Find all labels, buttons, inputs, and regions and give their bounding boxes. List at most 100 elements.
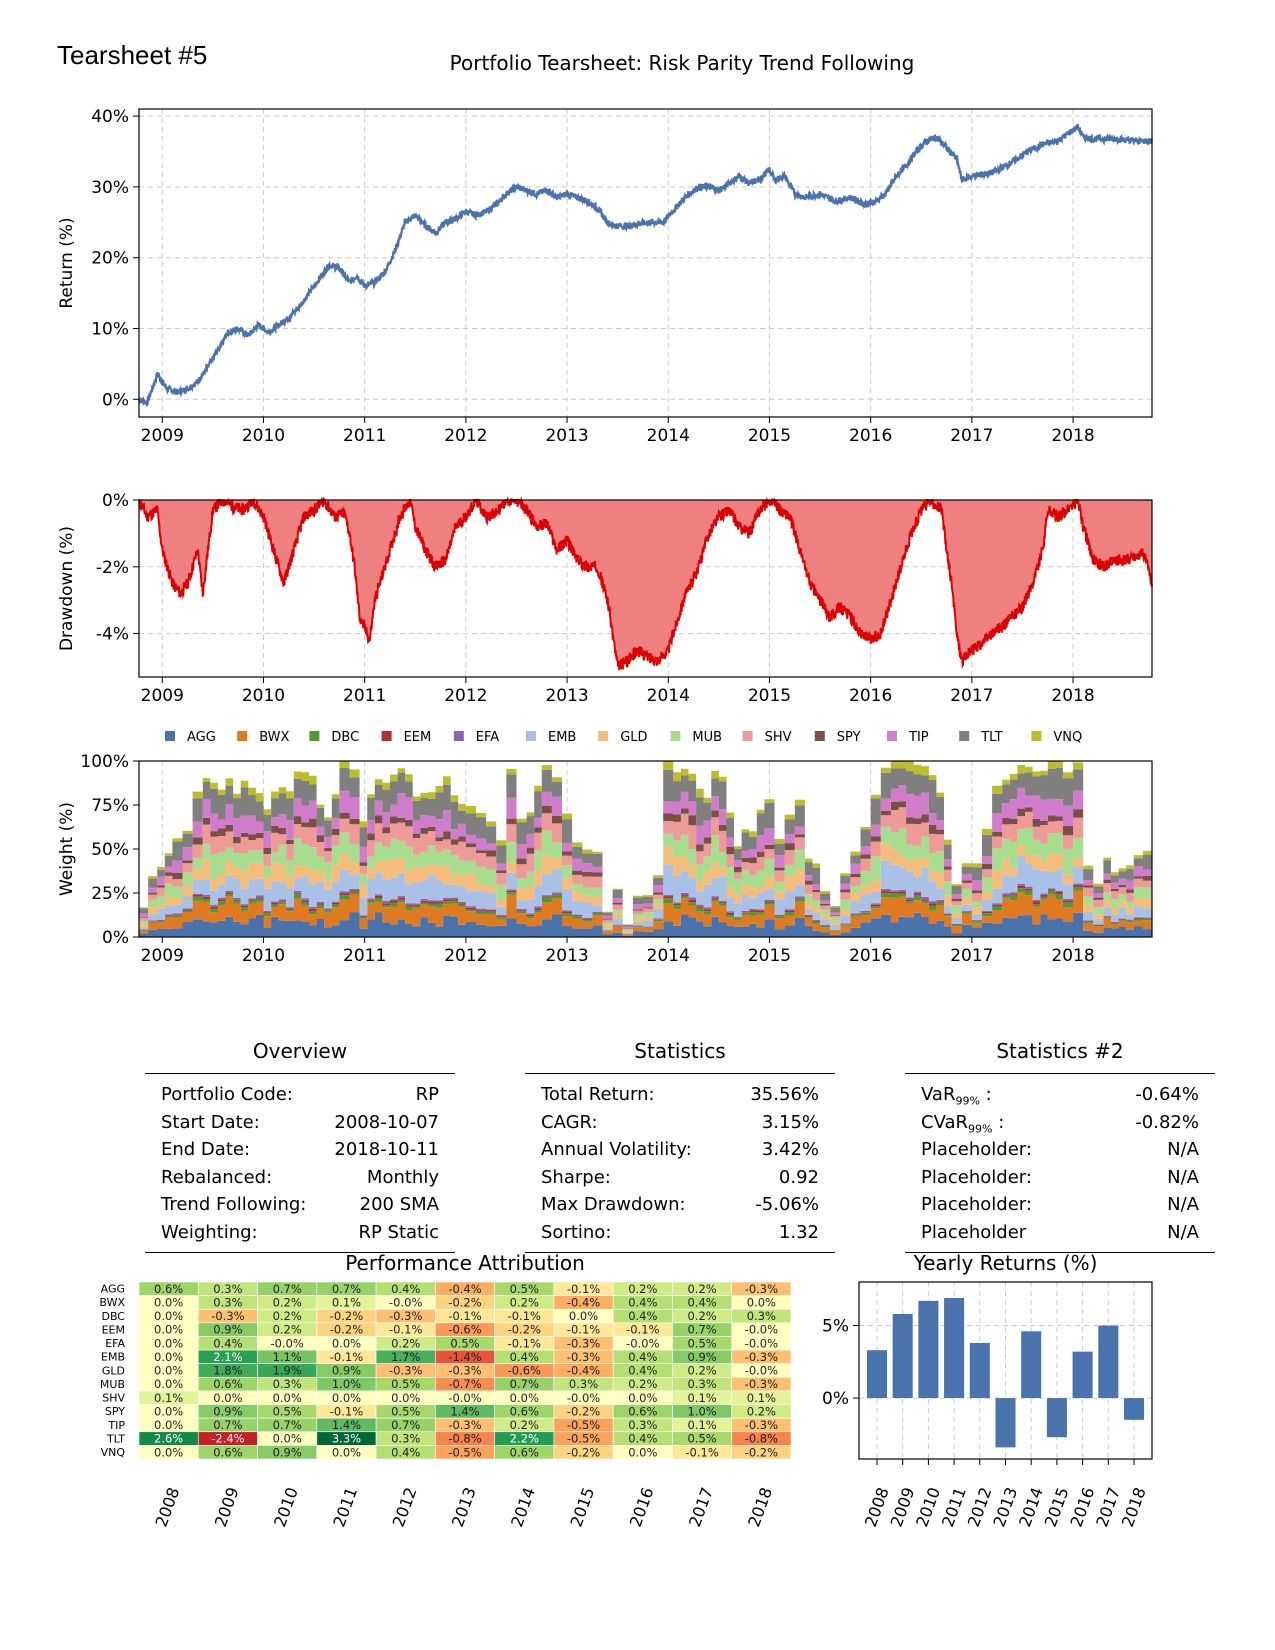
heatmap-row-label: SPY — [105, 1405, 125, 1418]
drawdown-chart: 2009 2010 2011 2012 2013 2014 2015 2016 2017 2018… — [57, 491, 1153, 706]
heatmap-cell-value: -0.3% — [389, 1309, 422, 1323]
heatmap-cell-value: 0.1% — [747, 1391, 776, 1405]
heatmap-cell-value: 0.2% — [687, 1309, 716, 1323]
heatmap-cell-value: 0.2% — [628, 1282, 657, 1296]
yearly-return-bar — [892, 1313, 913, 1399]
legend-label: SHV — [765, 730, 792, 745]
heatmap-cell-value: -0.0% — [389, 1296, 422, 1310]
overview-row-value: 200 SMA — [359, 1194, 439, 1215]
statistics2-rows: VaR99% : -0.64% CVaR99% : -0.82% Placeholder… — [905, 1073, 1215, 1253]
y-tick-label: 20% — [91, 249, 129, 269]
heatmap-cell-value: -0.3% — [567, 1350, 600, 1364]
statistics2-row: Placeholder N/A — [921, 1219, 1199, 1247]
heatmap-cell-value: -0.2% — [330, 1323, 363, 1337]
statistics-row-value: 3.15% — [761, 1111, 819, 1133]
statistics2-row-label: Placeholder: — [921, 1139, 1032, 1160]
main-title: Portfolio Tearsheet: Risk Parity Trend F… — [450, 51, 915, 75]
weight-area-gld — [139, 843, 1152, 933]
overview-row: Weighting: RP Static — [161, 1219, 439, 1247]
heatmap-cell-value: -0.0% — [567, 1391, 600, 1405]
weights-chart: 2009 2010 2011 2012 2013 2014 2015 2016 2017 2018… — [57, 730, 1153, 966]
heatmap-row-label: BWX — [99, 1296, 125, 1309]
overview-row: Start Date: 2008-10-07 — [161, 1109, 439, 1137]
statistics2-row-value: -0.64% — [1135, 1084, 1199, 1105]
heatmap-cell-value: -0.4% — [567, 1364, 600, 1378]
y-tick-label: 100% — [80, 752, 129, 772]
heatmap-cell-value: 1.0% — [332, 1377, 361, 1391]
heatmap-cell-value: 1.1% — [273, 1350, 302, 1364]
y-tick-label: 5% — [822, 1317, 849, 1337]
heatmap-cell-value: 0.7% — [687, 1323, 716, 1337]
legend-swatch — [381, 731, 392, 741]
yearly-return-bar — [866, 1350, 888, 1399]
x-tick-label: 2013 — [545, 686, 588, 706]
statistics-row-label: Annual Volatility: — [541, 1139, 692, 1160]
legend-label: DBC — [331, 730, 359, 745]
heatmap-cell-value: -0.1% — [389, 1323, 422, 1337]
weight-area-agg — [139, 912, 1152, 937]
heatmap-cell-value: 0.2% — [510, 1418, 539, 1432]
heatmap-cell-value: -0.0% — [270, 1336, 303, 1350]
heatmap-cell-value: 0.0% — [213, 1391, 242, 1405]
y-tick-label: 0% — [102, 390, 129, 410]
heatmap-cell-value: 0.6% — [213, 1445, 242, 1459]
heatmap-cell-value: 0.5% — [391, 1404, 420, 1418]
heatmap-cell-value: 0.3% — [687, 1377, 716, 1391]
overview-row: Rebalanced: Monthly — [161, 1164, 439, 1192]
yearly-return-bar — [918, 1300, 939, 1399]
heatmap-cell-value: 2.6% — [154, 1432, 183, 1446]
heatmap-cell-value: 0.3% — [391, 1432, 420, 1446]
yearly-return-bar — [995, 1398, 1016, 1448]
overview-row-value: RP — [415, 1084, 439, 1105]
heatmap-cell-value: 0.3% — [213, 1282, 242, 1296]
heatmap-cell-value: 0.6% — [510, 1404, 539, 1418]
heatmap-cell-value: 0.2% — [687, 1364, 716, 1378]
statistics2-row-label: Placeholder: — [921, 1166, 1032, 1188]
statistics-row-label: CAGR: — [541, 1111, 598, 1133]
x-tick-label: 2012 — [444, 426, 487, 446]
heatmap-cell-value: -0.4% — [567, 1296, 600, 1310]
heatmap-cell-value: 0.4% — [628, 1350, 657, 1364]
bar-chart-title: Yearly Returns (%) — [913, 1251, 1098, 1275]
yearly-return-bar — [969, 1342, 990, 1399]
statistics2-row-label: VaR99% : — [921, 1084, 992, 1108]
y-tick-label: 75% — [91, 796, 129, 816]
heatmap-cell-value: -0.8% — [745, 1432, 778, 1446]
legend-label: SPY — [837, 730, 861, 745]
statistics-row-label: Sortino: — [541, 1221, 612, 1243]
overview-row-value: 2018-10-11 — [334, 1139, 439, 1160]
y-tick-label: 0% — [822, 1389, 849, 1409]
heatmap-cell-value: 0.0% — [154, 1350, 183, 1364]
heatmap-cell-value: 2.2% — [510, 1432, 539, 1446]
heatmap-title: Performance Attribution — [345, 1251, 585, 1275]
x-tick-label: 2016 — [849, 426, 892, 446]
statistics2-table: Statistics #2 VaR99% : -0.64% CVaR99% : -0.… — [905, 1039, 1215, 1264]
legend-label: MUB — [692, 730, 722, 745]
heatmap-cell-value: 0.4% — [628, 1296, 657, 1310]
y-tick-label: 25% — [91, 884, 129, 904]
statistics-row: CAGR: 3.15% — [541, 1109, 819, 1137]
heatmap-column-label: 2010 — [270, 1485, 302, 1530]
heatmap-cell-value: 0.2% — [687, 1282, 716, 1296]
weight-area-emb — [139, 855, 1152, 934]
heatmap-cell-value: 0.0% — [154, 1404, 183, 1418]
heatmap-cell-value: 0.0% — [747, 1296, 776, 1310]
heatmap-cell-value: 0.1% — [154, 1391, 183, 1405]
returns-chart: 2009 2010 2011 2012 2013 2014 2015 2016 2017 2018… — [57, 107, 1154, 446]
heatmap-cell-value: 0.4% — [391, 1445, 420, 1459]
heatmap-cell-value: 0.0% — [154, 1336, 183, 1350]
heatmap-cell-value: -0.6% — [508, 1364, 541, 1378]
heatmap-cell-value: 2.1% — [213, 1350, 242, 1364]
overview-row-label: Weighting: — [161, 1221, 258, 1243]
heatmap-cell-value: -0.3% — [745, 1282, 778, 1296]
heatmap-cell-value: 0.0% — [332, 1336, 361, 1350]
corner-title: Tearsheet #5 — [57, 40, 208, 70]
statistics-row-value: -5.06% — [755, 1194, 819, 1215]
heatmap-cell-value: 0.2% — [628, 1377, 657, 1391]
heatmap-column-label: 2012 — [389, 1485, 421, 1530]
heatmap-cell-value: 0.7% — [510, 1377, 539, 1391]
y-tick-label: -2% — [96, 558, 129, 578]
heatmap-cell-value: 0.0% — [510, 1391, 539, 1405]
heatmap-cell-value: 0.2% — [273, 1309, 302, 1323]
